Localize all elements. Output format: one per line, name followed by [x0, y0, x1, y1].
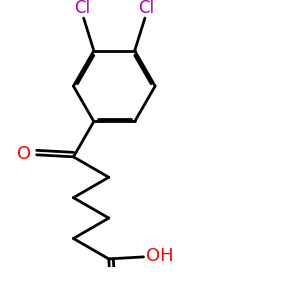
Text: Cl: Cl — [138, 0, 154, 17]
Text: O: O — [17, 145, 32, 163]
Text: O: O — [104, 299, 118, 300]
Text: Cl: Cl — [75, 0, 91, 17]
Text: OH: OH — [146, 247, 173, 265]
